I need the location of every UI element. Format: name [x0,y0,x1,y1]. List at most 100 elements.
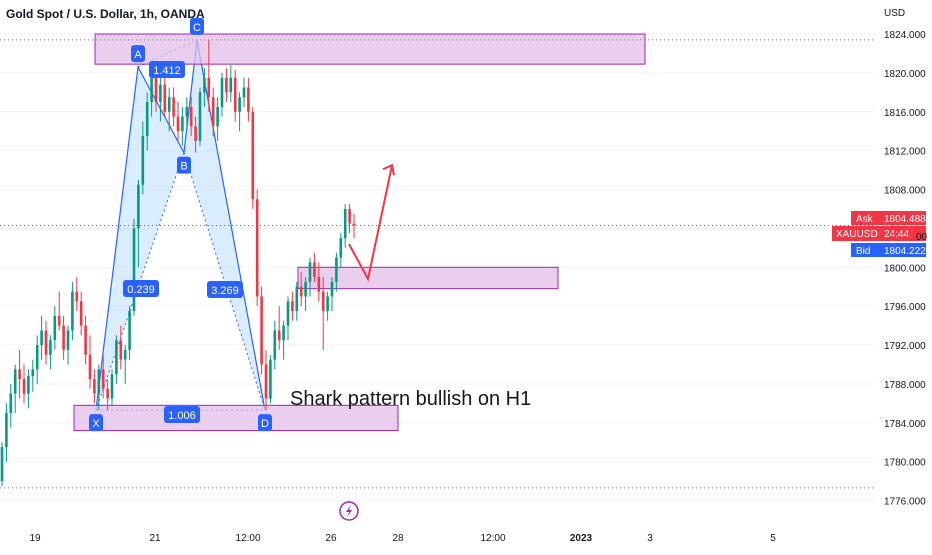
price-tags: Ask 1804.488 XAUUSD 24:44 00 Bid 1804.22… [832,211,928,257]
time-tick-label: 21 [149,533,161,544]
time-tick-label: 5 [770,533,776,544]
candle-body [216,106,219,127]
zone-box [94,33,646,65]
candle-body [167,97,171,112]
candle-body [79,301,83,326]
bid-value: 1804.222 [884,246,926,257]
point-label-c-box [190,17,204,35]
candle-body [13,369,17,394]
point-label-x: X [92,418,100,430]
candle-body [154,77,158,103]
candle-body [295,286,299,312]
candle-body [211,97,215,127]
candle-body [84,325,87,355]
candle-body [330,281,334,297]
candle-body [71,291,74,331]
point-label-x-box [89,414,103,432]
symbol-title[interactable]: Gold Spot / U.S. Dollar, 1h, OANDA [6,7,205,21]
candle-body [225,77,228,93]
candle-body [198,92,202,141]
price-tick-label: 1820.000 [884,69,926,80]
price-tick-label: 1780.000 [884,458,926,469]
candle-body [35,345,39,370]
price-tick-label: 1800.000 [884,263,926,274]
candle-body [44,330,48,355]
countdown-tag: 24:44 [884,229,909,240]
candle-body [150,77,153,103]
candle-body [242,87,246,98]
point-label-a: A [134,49,142,61]
candle-body [5,413,8,448]
lightning-icon[interactable] [339,501,359,521]
candle-body [229,77,233,93]
candle-body [132,228,136,312]
candle-body [326,296,329,312]
candle-body [128,311,131,350]
candle-body [137,184,140,229]
candle-body [269,359,272,399]
point-label-a-box [131,45,145,63]
zone-box [297,266,559,290]
candle-body [62,325,65,350]
time-tick-label: 12:00 [235,533,260,544]
projection-path [348,165,393,282]
partial-price-label: 00 [916,232,928,243]
candle-body [277,330,281,341]
projection-arrow [348,163,395,282]
price-tick-label: 1824.000 [884,30,926,41]
ratio-label-box [207,281,243,298]
candle-body [282,325,285,341]
ask-label: Ask [856,214,874,225]
candle-body [264,364,268,399]
candle-body [238,97,241,112]
candle-body [172,97,175,117]
time-tick-label: 26 [325,533,337,544]
time-tick-label: 28 [392,533,404,544]
price-tick-label: 1776.000 [884,497,926,508]
candle-body [260,296,263,365]
candle-body [286,301,290,326]
ask-value: 1804.488 [884,214,926,225]
candle-body [110,374,114,399]
time-tick-label: 2023 [570,533,593,544]
price-axis[interactable]: 1776.000 1780.000 1784.000 1788.000 1792.000… [884,30,926,508]
candle-body [273,330,277,360]
candle-body [53,315,57,341]
candle-body [9,393,13,414]
arrow-head [382,163,395,176]
candle-body [313,262,316,278]
candle-body [0,447,4,482]
candle-body [88,354,92,380]
candle-body [348,208,351,224]
candle-body [31,369,35,377]
pattern-triangle [96,67,184,411]
price-tick-label: 1792.000 [884,341,926,352]
candle-body [189,106,193,127]
candle-body [75,291,79,302]
candle-body [308,262,312,282]
candle-body [66,330,70,350]
candle-body [255,199,259,297]
candle-body [18,369,21,380]
ratio-label-box [149,61,185,78]
candle-body [119,340,123,360]
time-tick-label: 12:00 [480,533,505,544]
candle-body [220,77,224,107]
price-tick-label: 1784.000 [884,419,926,430]
time-axis[interactable]: 19 21 12:00 26 28 12:00 2023 3 5 [29,533,776,544]
candles [0,39,356,486]
candle-body [339,238,343,258]
point-label-b: B [180,161,187,173]
candle-body [233,77,237,112]
candle-body [247,87,250,112]
candle-body [141,136,145,185]
point-label-b-box [177,156,191,174]
candle-body [57,315,61,326]
symbol-tag: XAUUSD [836,229,878,240]
candle-body [299,286,303,297]
point-label-d: D [261,418,269,430]
candle-body [163,84,167,112]
candle-body [317,277,321,292]
